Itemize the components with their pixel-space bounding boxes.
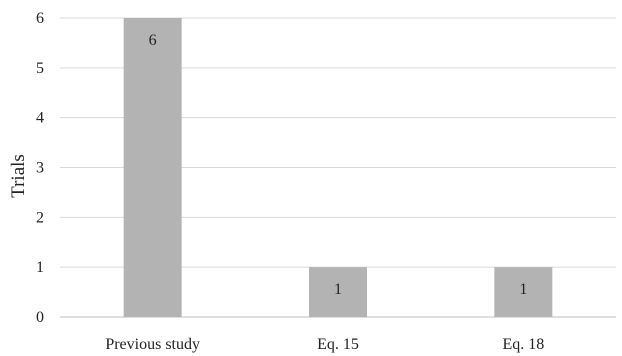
bar-data-label: 1: [334, 281, 342, 298]
x-tick-labels: Previous study Eq. 15 Eq. 18: [105, 336, 544, 353]
x-tick-label: Previous study: [105, 336, 200, 353]
y-tick-label: 5: [36, 60, 44, 77]
x-tick-label: Eq. 15: [317, 336, 359, 353]
y-tick-label: 0: [36, 309, 44, 326]
bar-data-label: 6: [149, 32, 157, 49]
bar-data-label: 1: [519, 281, 527, 298]
y-tick-label: 6: [36, 10, 44, 27]
y-tick-label: 1: [36, 259, 44, 276]
bars: 6 1 1: [123, 18, 553, 317]
y-tick-label: 4: [36, 110, 44, 127]
y-axis-title: Trials: [8, 154, 29, 198]
bar: [494, 267, 553, 317]
bar: [123, 18, 182, 317]
x-tick-label: Eq. 18: [502, 336, 544, 353]
y-tick-labels: 0 1 2 3 4 5 6: [36, 10, 44, 326]
y-tick-label: 3: [36, 160, 44, 177]
bar: [309, 267, 367, 317]
y-tick-label: 2: [36, 209, 44, 226]
